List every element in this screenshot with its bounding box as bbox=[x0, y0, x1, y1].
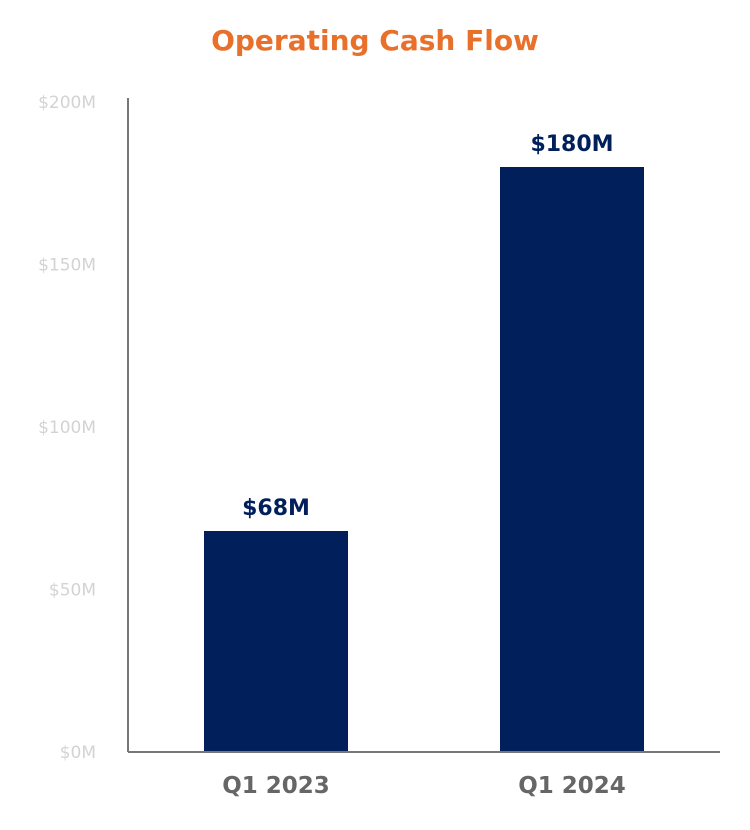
data-label: $68M bbox=[242, 496, 310, 521]
y-tick-label: $100M bbox=[38, 418, 96, 438]
y-tick-label: $50M bbox=[49, 581, 96, 601]
bar-q1-2023 bbox=[204, 531, 348, 752]
x-category-label: Q1 2023 bbox=[222, 773, 330, 799]
bars bbox=[204, 167, 644, 752]
x-axis-labels: Q1 2023 Q1 2024 bbox=[222, 773, 626, 799]
y-tick-label: $0M bbox=[60, 743, 96, 763]
chart-title: Operating Cash Flow bbox=[211, 24, 539, 57]
data-label: $180M bbox=[530, 132, 613, 157]
bar-q1-2024 bbox=[500, 167, 644, 752]
y-tick-label: $200M bbox=[38, 93, 96, 113]
y-tick-label: $150M bbox=[38, 256, 96, 276]
x-category-label: Q1 2024 bbox=[518, 773, 626, 799]
y-axis-ticks: $0M $50M $100M $150M $200M bbox=[38, 93, 96, 763]
data-labels: $68M $180M bbox=[242, 132, 613, 521]
